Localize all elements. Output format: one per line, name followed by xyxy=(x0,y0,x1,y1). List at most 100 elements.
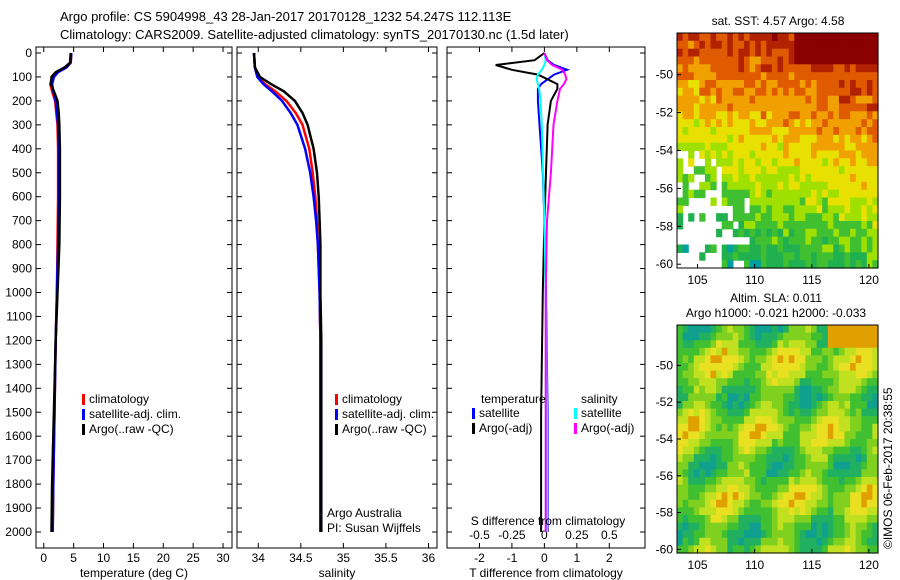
heatmap-cell xyxy=(794,64,801,73)
heatmap-cell xyxy=(688,530,695,539)
heatmap-cell xyxy=(744,72,751,81)
heatmap-cell xyxy=(844,347,851,356)
heatmap-cell xyxy=(699,150,706,159)
heatmap-cell xyxy=(777,260,784,269)
heatmap-cell xyxy=(771,150,779,159)
heatmap-cell xyxy=(861,80,868,89)
heatmap-cell xyxy=(721,181,728,191)
heatmap-cell xyxy=(771,228,779,238)
heatmap-cell xyxy=(749,181,756,191)
heatmap-cell xyxy=(738,431,745,440)
heatmap-cell xyxy=(727,142,734,152)
heatmap-cell xyxy=(682,477,689,486)
heatmap-cell xyxy=(799,393,806,402)
heatmap-cell xyxy=(799,260,806,269)
heatmap-cell xyxy=(844,477,851,486)
heatmap-cell xyxy=(755,454,762,463)
heatmap-cell xyxy=(688,385,695,394)
heatmap-cell xyxy=(827,499,834,508)
y-tick-label: -50 xyxy=(656,68,674,82)
heatmap-cell xyxy=(844,507,851,516)
heatmap-cell xyxy=(721,158,728,167)
heatmap-cell xyxy=(771,378,779,387)
heatmap-cell xyxy=(693,416,700,425)
heatmap-cell xyxy=(799,142,806,152)
heatmap-cell xyxy=(850,340,857,349)
heatmap-cell xyxy=(799,507,806,516)
heatmap-cell xyxy=(749,252,756,261)
y-tick-label: 300 xyxy=(12,118,32,132)
heatmap-cell xyxy=(844,439,851,448)
heatmap-cell xyxy=(732,461,739,470)
heatmap-cell xyxy=(727,484,734,493)
heatmap-cell xyxy=(738,469,745,478)
heatmap-cell xyxy=(811,166,818,175)
heatmap-cell xyxy=(727,252,734,261)
heatmap-cell xyxy=(822,499,829,508)
heatmap-cell xyxy=(861,228,868,238)
heatmap-cell xyxy=(677,244,684,253)
heatmap-cell xyxy=(788,378,795,387)
heatmap-cell xyxy=(682,142,689,152)
heatmap-cell xyxy=(827,545,834,554)
heatmap-cell xyxy=(872,48,879,58)
heatmap-cell xyxy=(833,142,840,152)
heatmap-cell xyxy=(766,174,773,183)
heatmap-cell xyxy=(738,33,745,42)
heatmap-cell xyxy=(704,401,712,410)
heatmap-cell xyxy=(833,454,840,463)
heatmap-cell xyxy=(838,370,846,379)
heatmap-cell xyxy=(688,87,695,97)
heatmap-cell xyxy=(727,347,734,356)
heatmap-cell xyxy=(721,347,728,356)
heatmap-cell xyxy=(811,111,818,120)
heatmap-cell xyxy=(704,408,712,417)
heatmap-cell xyxy=(710,174,717,183)
heatmap-cell xyxy=(766,401,773,410)
heatmap-cell xyxy=(799,416,806,425)
heatmap-cell xyxy=(721,537,728,546)
heatmap-cell xyxy=(827,416,834,425)
heatmap-cell xyxy=(811,530,818,539)
heatmap-cell xyxy=(872,72,879,81)
heatmap-cell xyxy=(760,530,767,539)
heatmap-cell xyxy=(744,363,751,372)
heatmap-cell xyxy=(816,119,823,128)
heatmap-cell xyxy=(771,205,779,214)
heatmap-cell xyxy=(738,56,745,65)
heatmap-cell xyxy=(816,228,823,238)
heatmap-cell xyxy=(710,355,717,364)
heatmap-cell xyxy=(738,393,745,402)
heatmap-cell xyxy=(833,507,840,516)
heatmap-cell xyxy=(788,537,795,546)
heatmap-cell xyxy=(799,150,806,159)
heatmap-cell xyxy=(799,103,806,112)
heatmap-cell xyxy=(732,370,739,379)
heatmap-cell xyxy=(816,260,823,269)
heatmap-cell xyxy=(805,236,812,246)
heatmap-cell xyxy=(816,48,823,58)
heatmap-cell xyxy=(827,87,834,97)
heatmap-cell xyxy=(827,56,834,65)
heatmap-cell xyxy=(794,537,801,546)
heatmap-cell xyxy=(872,340,879,349)
heatmap-cell xyxy=(827,150,834,159)
heatmap-cell xyxy=(861,423,868,432)
heatmap-cell xyxy=(704,393,712,402)
heatmap-cell xyxy=(850,64,857,73)
heatmap-cell xyxy=(699,454,706,463)
heatmap-cell xyxy=(682,111,689,120)
heatmap-cell xyxy=(771,325,779,334)
heatmap-cell xyxy=(861,134,868,144)
heatmap-cell xyxy=(833,408,840,417)
heatmap-cell xyxy=(783,166,790,175)
heatmap-cell xyxy=(771,189,779,199)
heatmap-cell xyxy=(688,484,695,493)
heatmap-cell xyxy=(777,87,784,97)
heatmap-cell xyxy=(850,484,857,493)
heatmap-cell xyxy=(704,64,712,73)
heatmap-cell xyxy=(805,492,812,501)
heatmap-cell xyxy=(732,545,739,554)
heatmap-cell xyxy=(794,401,801,410)
heatmap-cell xyxy=(766,393,773,402)
